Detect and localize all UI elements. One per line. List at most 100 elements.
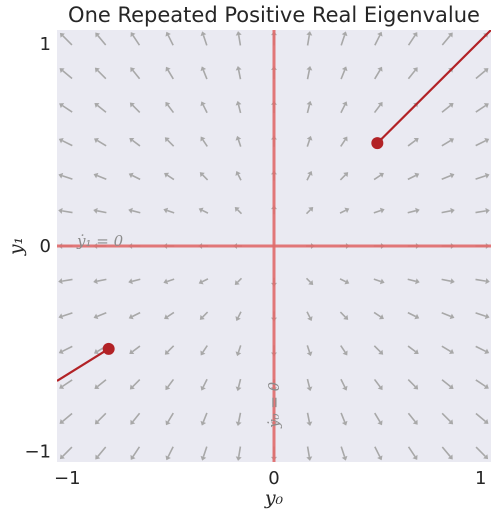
field-arrow: [407, 412, 418, 425]
x-axis-label: y₀: [264, 487, 284, 509]
field-arrow: [200, 136, 208, 147]
field-arrow: [58, 345, 73, 355]
field-arrow: [305, 206, 314, 215]
field-arrow: [165, 31, 174, 46]
field-arrow: [130, 67, 141, 80]
field-arrow: [164, 311, 175, 320]
field-arrow: [130, 32, 141, 46]
field-arrow: [235, 446, 242, 461]
field-arrow: [340, 378, 348, 391]
field-arrow: [58, 207, 73, 214]
field-arrow: [163, 278, 175, 285]
field-arrow: [235, 135, 242, 147]
nullcline-y1-label: ẏ₁ = 0: [76, 232, 124, 250]
field-arrow: [58, 137, 73, 147]
field-arrow: [198, 207, 209, 214]
field-arrow: [373, 345, 384, 355]
field-arrow: [374, 446, 383, 461]
field-arrow: [339, 207, 350, 214]
field-arrow: [235, 412, 242, 426]
field-arrow: [305, 277, 314, 286]
field-arrow: [306, 345, 313, 357]
field-arrow: [165, 66, 174, 80]
field-arrow: [475, 172, 490, 180]
field-arrow: [306, 31, 313, 46]
field-arrow: [93, 172, 107, 180]
field-arrow: [407, 278, 420, 285]
x-tick-label: −1: [54, 468, 81, 489]
field-arrow: [475, 103, 489, 113]
field-arrow: [306, 171, 313, 181]
field-arrow: [373, 311, 384, 320]
trajectory-line: [376, 30, 491, 144]
field-arrow: [94, 412, 107, 425]
field-arrow: [306, 412, 313, 426]
field-arrow: [441, 312, 455, 320]
field-arrow: [407, 172, 420, 181]
field-arrow: [128, 172, 141, 181]
field-arrow: [475, 137, 490, 147]
nullclines: [57, 30, 491, 462]
field-arrow: [200, 345, 208, 356]
field-arrow: [128, 278, 141, 285]
field-arrow: [441, 278, 455, 285]
field-arrow: [475, 207, 490, 214]
field-arrow: [58, 278, 73, 285]
field-arrow: [165, 101, 175, 114]
field-arrow: [200, 446, 208, 461]
trajectory-start-point: [371, 137, 384, 150]
y-tick-labels: −1 0 1: [24, 34, 51, 463]
field-arrow: [373, 278, 385, 285]
field-arrow: [94, 67, 107, 80]
field-arrow: [128, 207, 141, 214]
field-arrow: [306, 378, 313, 392]
field-arrow: [235, 311, 242, 321]
y-tick-label: −1: [24, 442, 51, 463]
field-arrow: [441, 379, 454, 390]
field-arrow: [164, 137, 175, 147]
field-arrow: [165, 446, 174, 461]
field-arrow: [200, 378, 208, 391]
field-arrow: [59, 68, 73, 80]
field-arrow: [128, 311, 141, 320]
field-arrow: [130, 446, 141, 460]
field-arrow: [235, 345, 242, 357]
y-axis-label: y₁: [5, 237, 27, 256]
field-arrow: [407, 311, 420, 320]
field-arrow: [340, 31, 348, 46]
field-arrow: [475, 345, 490, 355]
field-arrow: [441, 137, 455, 147]
field-arrow: [306, 135, 313, 147]
field-arrow: [93, 137, 107, 147]
field-arrow: [407, 67, 418, 80]
field-arrow: [200, 31, 208, 46]
field-arrow: [234, 277, 243, 286]
field-arrow: [306, 66, 313, 80]
field-arrow: [200, 101, 208, 114]
field-arrow: [198, 278, 209, 285]
x-tick-labels: −1 0 1: [54, 468, 486, 489]
field-arrow: [441, 412, 454, 425]
field-arrow: [374, 31, 383, 46]
trajectory-line: [57, 347, 110, 382]
field-arrow: [234, 206, 243, 215]
field-arrow: [130, 412, 141, 425]
field-arrow: [475, 68, 489, 80]
field-arrow: [165, 412, 174, 426]
field-arrow: [129, 345, 141, 355]
field-arrow: [340, 446, 348, 461]
field-arrow: [129, 102, 141, 113]
field-arrow: [93, 278, 107, 285]
field-arrow: [475, 412, 489, 424]
field-arrow: [407, 446, 418, 460]
field-arrow: [199, 172, 209, 181]
field-arrow: [441, 345, 455, 355]
field-arrow: [235, 378, 242, 392]
field-arrow: [475, 379, 489, 389]
field-arrow: [59, 412, 73, 424]
x-tick-label: 0: [268, 468, 279, 489]
field-arrow: [306, 311, 313, 321]
field-arrow: [339, 278, 350, 285]
field-arrow: [94, 379, 107, 390]
